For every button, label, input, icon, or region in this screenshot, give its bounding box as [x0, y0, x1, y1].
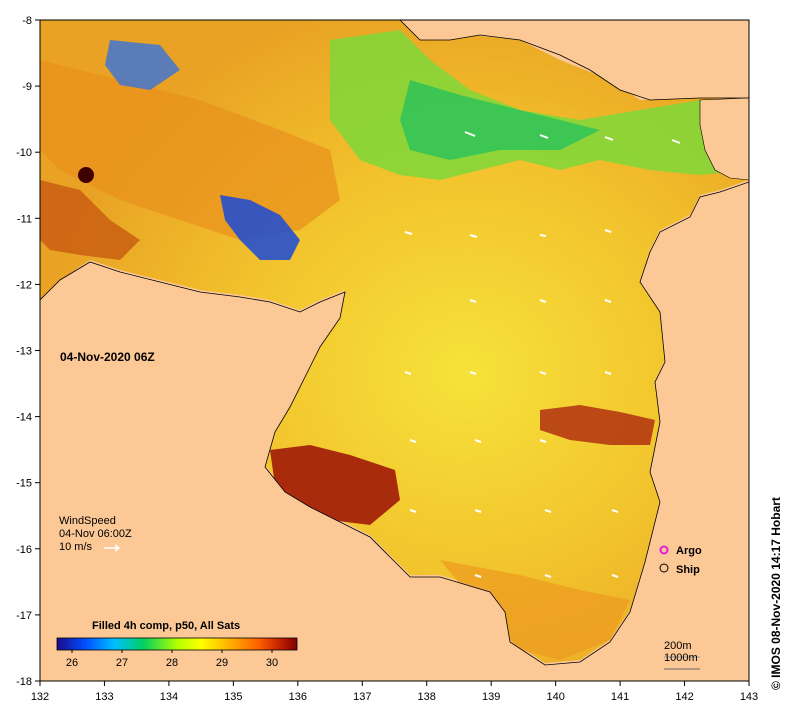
argo-marker-icon [659, 545, 669, 555]
x-tick-label: 141 [611, 691, 629, 703]
y-tick-label: -8 [22, 15, 32, 27]
orange-band-south [440, 560, 630, 660]
x-tick-label: 139 [482, 691, 500, 703]
credit-text: © IMOS 08-Nov-2020 14:17 Hobart [769, 497, 783, 690]
cold-patch-north [105, 40, 180, 90]
colorbar-gradient [56, 637, 298, 651]
marker-legend: Argo Ship [660, 542, 702, 580]
map-title: 04-Nov-2020 06Z [60, 350, 155, 364]
colorbar-title: Filled 4h comp, p50, All Sats [92, 620, 241, 632]
x-tick-label: 140 [546, 691, 564, 703]
x-tick-label: 143 [740, 691, 758, 703]
y-tick-label: -13 [16, 346, 32, 358]
y-tick-label: -10 [16, 147, 32, 159]
ship-marker-icon [659, 563, 669, 573]
colorbar-tick-label: 26 [66, 657, 78, 669]
wind-vectors [404, 131, 681, 578]
y-tick-label: -9 [22, 81, 32, 93]
x-tick-label: 138 [418, 691, 436, 703]
y-axis: -8 -9 -10 -11 -12 -13 -14 -15 -16 -17 -18 [16, 15, 40, 688]
ship-label: Ship [676, 564, 700, 576]
colorbar-tick-label: 30 [266, 657, 278, 669]
depth-legend: 200m 1000m [664, 640, 698, 664]
map-plot-area [40, 20, 749, 681]
y-tick-label: -14 [16, 412, 32, 424]
x-tick-label: 136 [289, 691, 307, 703]
y-tick-label: -12 [16, 279, 32, 291]
depth-1000m-label: 1000m [664, 652, 698, 664]
land-cape-york [699, 97, 749, 181]
x-tick-label: 132 [31, 691, 49, 703]
y-tick-label: -17 [16, 610, 32, 622]
x-tick-label: 135 [224, 691, 242, 703]
warm-patch-northwest [40, 180, 140, 260]
cool-water-core [400, 80, 600, 160]
wind-legend-scale: 10 m/s [59, 541, 93, 553]
y-tick-label: -16 [16, 544, 32, 556]
argo-label: Argo [676, 545, 702, 557]
cold-patch-arafura [220, 195, 300, 260]
colorbar-tick-label: 28 [166, 657, 178, 669]
x-tick-label: 134 [160, 691, 178, 703]
wind-legend: WindSpeed 04-Nov 06:00Z 10 m/s [59, 515, 132, 554]
colorbar: 26 27 28 29 30 [56, 637, 298, 669]
colorbar-tick-label: 29 [216, 657, 228, 669]
dark-feature [78, 167, 94, 183]
x-axis: 132 133 134 135 136 137 138 139 140 141 142 143 [31, 681, 758, 703]
warm-patch-east [540, 405, 655, 445]
land-arnhem [40, 181, 749, 681]
x-tick-label: 133 [95, 691, 113, 703]
land-new-guinea [399, 20, 749, 101]
orange-band-west [40, 60, 340, 240]
y-tick-label: -11 [17, 213, 32, 225]
wind-scale-arrow [104, 544, 121, 552]
colorbar-tick-label: 27 [116, 657, 128, 669]
wind-legend-time: 04-Nov 06:00Z [59, 528, 132, 540]
x-tick-label: 142 [675, 691, 693, 703]
depth-200m-label: 200m [664, 640, 692, 652]
x-tick-label: 137 [353, 691, 371, 703]
wind-legend-title: WindSpeed [59, 515, 116, 527]
y-tick-label: -18 [16, 676, 32, 688]
y-tick-label: -15 [16, 478, 32, 490]
